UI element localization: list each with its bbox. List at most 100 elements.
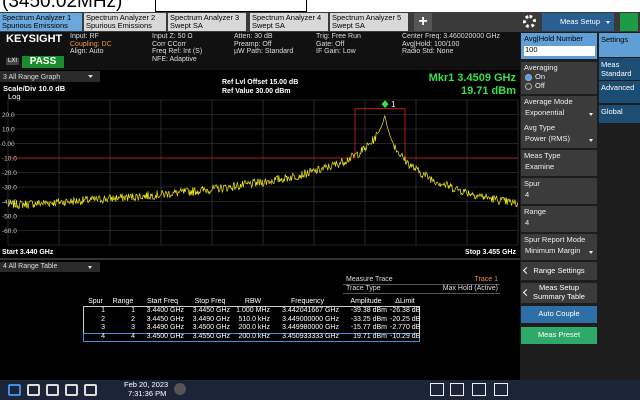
menu-item-label: Averaging	[524, 63, 558, 72]
selected-row	[83, 332, 420, 342]
taskbar-icon[interactable]	[65, 384, 78, 396]
tray-icon[interactable]	[450, 383, 464, 396]
taskbar-icon[interactable]	[46, 384, 59, 396]
y-axis-label: -30.0	[2, 185, 17, 192]
overlay-strip: (3450.02MHz)	[0, 0, 640, 12]
y-axis-label: -20.0	[2, 170, 17, 177]
chevron	[522, 266, 531, 275]
info-text: Corr CCorr	[152, 40, 187, 48]
y-axis-label: -50.0	[2, 214, 17, 221]
info-text: Gate: Off	[316, 40, 345, 48]
tab[interactable]: Spectrum Analyzer 5 Swept SA	[330, 13, 408, 31]
graph-bg	[0, 70, 520, 258]
overlay-box	[155, 0, 307, 12]
y-axis-label: -10.0	[2, 156, 17, 163]
marker-freq: Mkr1 3.4509 GHz	[429, 72, 517, 84]
table-header: Amplitude	[350, 298, 382, 305]
info-text: IF Gain: Low	[316, 48, 356, 55]
menu-item-value: Power (RMS)	[525, 134, 571, 143]
side-tab[interactable]: Global	[599, 105, 640, 123]
table-cell: 200.0 kHz	[238, 332, 270, 340]
tab[interactable]: Spectrum Analyzer 2 Spurious Emissions	[84, 13, 166, 31]
table-cell: 3.4500 GHz	[192, 324, 230, 331]
tab[interactable]: Spectrum Analyzer 1 Spurious Emissions	[0, 13, 82, 31]
radio	[525, 74, 532, 81]
menu-item[interactable]: Avg Type Power (RMS)	[521, 122, 597, 148]
taskbar-icon[interactable]	[8, 384, 21, 396]
window-label: 3 All Range Graph	[3, 74, 60, 81]
menu-button[interactable]: Range Settings	[521, 262, 597, 280]
menu-button[interactable]: Meas Setup Summary Table	[521, 283, 597, 303]
info-text: Freq Ref: Int (S)	[152, 48, 203, 55]
ref-offset: Ref Lvl Offset 15.00 dB	[222, 79, 298, 86]
add-tab[interactable]: +	[414, 13, 432, 31]
info-text: Input Z: 50 Ω	[152, 33, 193, 40]
info-text: Atten: 30 dB	[234, 33, 273, 40]
more-button[interactable]	[174, 383, 186, 395]
tray-icon[interactable]	[430, 383, 444, 396]
table-header: Range	[112, 298, 134, 305]
menu-item[interactable]: Range 4	[521, 206, 597, 232]
menu-item[interactable]: Spur Report Mode Minimum Margin	[521, 234, 597, 260]
menu-item[interactable]: Spur 4	[521, 178, 597, 204]
table-header: ΔLimit	[395, 298, 415, 305]
menu-item-value: 100	[524, 45, 595, 56]
menu-button[interactable]: Auto Couple	[521, 306, 597, 323]
dropdown-arrow	[589, 139, 593, 142]
mode-menu[interactable]: Meas Setup	[542, 13, 614, 31]
table-cell: 1	[131, 307, 135, 314]
table-cell: 3.4490 GHz	[192, 315, 230, 323]
taskbar-icon[interactable]	[27, 384, 40, 396]
table-header: Stop Freq	[194, 298, 226, 305]
menu-item[interactable]: Average Mode Exponential	[521, 96, 597, 122]
table-cell: -10.29 dB	[390, 332, 421, 340]
table-header: RBW	[244, 298, 262, 305]
info-value: Max Hold (Active)	[442, 285, 498, 292]
settings-icon[interactable]	[523, 15, 536, 28]
dropdown-arrow	[88, 266, 92, 269]
app-icon[interactable]	[620, 13, 638, 31]
tab[interactable]: Spectrum Analyzer 4 Swept SA	[250, 13, 328, 31]
table-cell: 3.449980000 GHz	[282, 324, 339, 331]
info-text: Align: Auto	[70, 48, 104, 55]
tab-title: Spectrum Analyzer 5	[332, 13, 402, 22]
menu-item[interactable]: Avg|Hold Number 100	[521, 33, 597, 59]
tray-icon[interactable]	[472, 383, 486, 396]
info-label: Trace Type	[343, 285, 500, 294]
tab[interactable]: Spectrum Analyzer 3 Swept SA	[168, 13, 246, 31]
table-cell: -2.770 dB	[390, 324, 421, 331]
tab-subtitle: Swept SA	[170, 21, 203, 30]
menu-option: On	[535, 72, 546, 81]
menu-item-label: Spur	[524, 179, 540, 188]
info-label: Measure Trace	[343, 276, 500, 285]
table-cell: 3.4450 GHz	[146, 315, 184, 323]
tab-subtitle: Swept SA	[252, 21, 285, 30]
info-bar	[0, 32, 520, 70]
side-tab[interactable]: Meas Standard	[599, 58, 640, 80]
pass-status: PASS	[22, 56, 64, 68]
table-cell: -26.38 dB	[390, 307, 421, 314]
side-tab[interactable]: Settings	[599, 33, 640, 57]
menu-item[interactable]: Meas Type Examine	[521, 150, 597, 176]
info-text: Center Freq: 3.460020000 GHz	[402, 33, 501, 40]
menu-item[interactable]: Averaging On Off	[521, 62, 597, 94]
menu-item-value: 4	[525, 218, 530, 227]
menu-button[interactable]: Meas Preset	[521, 327, 597, 344]
table-cell: 3.442041667 GHz	[282, 307, 339, 314]
chevron	[522, 288, 531, 297]
scale-type: Log	[8, 92, 21, 101]
tray-icon[interactable]	[494, 383, 508, 396]
menu-panel: Avg|Hold Number 100 Averaging On Off Average …	[520, 32, 640, 380]
mode-tag: LXI	[6, 58, 20, 65]
taskbar-icon[interactable]	[84, 384, 97, 396]
table-header: Start Freq	[146, 298, 179, 305]
info-text: Preamp: Off	[234, 40, 272, 48]
table-cell: 4	[131, 332, 135, 340]
side-tab[interactable]: Advanced	[599, 81, 640, 103]
scale: Scale/Div 10.0 dB	[3, 84, 66, 93]
dropdown-arrow	[589, 113, 593, 116]
menu-item-label: Range	[524, 207, 547, 216]
table-cell: 1.000 MHz	[236, 307, 270, 314]
dropdown-arrow	[589, 251, 593, 254]
